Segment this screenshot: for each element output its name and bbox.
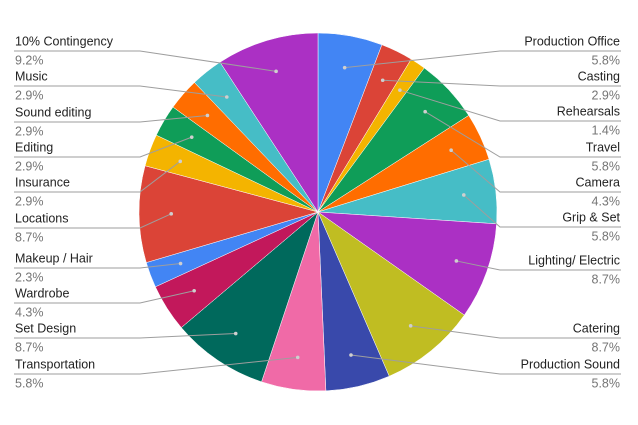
leader-line: [463, 194, 621, 228]
slice-label: Grip & Set: [562, 210, 620, 224]
slice-label: Travel: [586, 140, 620, 154]
leader-dot: [349, 353, 353, 357]
slice-value-label: 4.3%: [592, 194, 621, 208]
leader-line: [456, 260, 621, 271]
slice-label: Music: [15, 69, 48, 83]
leader-dot: [449, 148, 453, 153]
leader-dot: [169, 212, 174, 216]
leader-line: [14, 356, 298, 375]
slice-value-label: 8.7%: [592, 340, 621, 354]
slice-label: Transportation: [15, 357, 95, 371]
slice-label: Set Design: [15, 321, 76, 335]
slice-value-label: 5.8%: [592, 376, 621, 390]
slice-value-label: 8.7%: [15, 340, 44, 354]
slice-label: Sound editing: [15, 105, 92, 119]
leader-dot: [423, 109, 427, 114]
slice-label: Camera: [576, 175, 621, 189]
slice-label: Casting: [578, 69, 620, 83]
pie-slice: [317, 211, 465, 377]
leader-line: [14, 333, 236, 339]
slice-value-label: 2.3%: [15, 270, 44, 284]
leader-line: [450, 149, 621, 193]
slice-label: Lighting/ Electric: [528, 253, 620, 267]
leader-dot: [408, 324, 413, 328]
leader-dot: [454, 259, 459, 263]
leader-line: [14, 160, 181, 193]
leader-dot: [205, 113, 210, 118]
slice-value-label: 2.9%: [15, 194, 44, 208]
slice-label: Production Sound: [521, 357, 620, 371]
leader-line: [424, 111, 621, 158]
leader-line: [14, 263, 181, 269]
slice-label: Insurance: [15, 175, 70, 189]
pie-slice: [138, 165, 319, 263]
slice-value-label: 9.2%: [15, 53, 44, 67]
slice-label: 10% Contingency: [15, 34, 114, 48]
slice-value-label: 2.9%: [15, 124, 44, 138]
slice-value-label: 5.8%: [15, 376, 44, 390]
leader-line: [14, 213, 172, 229]
slice-value-label: 5.8%: [592, 159, 621, 173]
pie-slice: [317, 211, 497, 316]
slice-label: Makeup / Hair: [15, 251, 93, 265]
leader-line: [14, 85, 227, 98]
leader-dot: [178, 159, 183, 164]
slice-label: Rehearsals: [557, 104, 620, 118]
leader-line: [14, 114, 208, 123]
leader-dot: [192, 288, 196, 293]
slice-value-label: 8.7%: [592, 272, 621, 286]
pie-slice: [180, 211, 319, 383]
leader-dot: [189, 135, 194, 139]
slice-label: Locations: [15, 211, 69, 225]
leader-line: [344, 50, 621, 69]
leader-line: [350, 354, 621, 375]
leader-dot: [233, 331, 238, 336]
slice-label: Catering: [573, 321, 620, 335]
leader-dot: [224, 95, 229, 99]
slice-label: Production Office: [524, 34, 620, 48]
pie-slice: [219, 32, 319, 213]
slice-label: Editing: [15, 140, 53, 154]
leader-dot: [342, 65, 347, 70]
leader-line: [14, 50, 277, 72]
slice-value-label: 5.8%: [592, 53, 621, 67]
slice-value-label: 2.9%: [15, 88, 44, 102]
slice-value-label: 4.3%: [15, 305, 44, 319]
leader-dot: [461, 193, 466, 197]
slice-value-label: 2.9%: [592, 88, 621, 102]
leader-dot: [380, 78, 385, 83]
leader-line: [410, 325, 621, 339]
leader-line: [399, 89, 621, 122]
slice-value-label: 2.9%: [15, 159, 44, 173]
leader-dot: [274, 69, 278, 74]
slice-value-label: 8.7%: [15, 230, 44, 244]
leader-dot: [178, 261, 183, 266]
leader-dot: [295, 355, 300, 360]
leader-line: [14, 136, 192, 158]
slice-value-label: 5.8%: [592, 229, 621, 243]
leader-dot: [398, 88, 402, 92]
leader-line: [382, 79, 621, 87]
slice-label: Wardrobe: [15, 286, 69, 300]
leader-line: [14, 290, 195, 304]
slice-value-label: 1.4%: [592, 123, 621, 137]
